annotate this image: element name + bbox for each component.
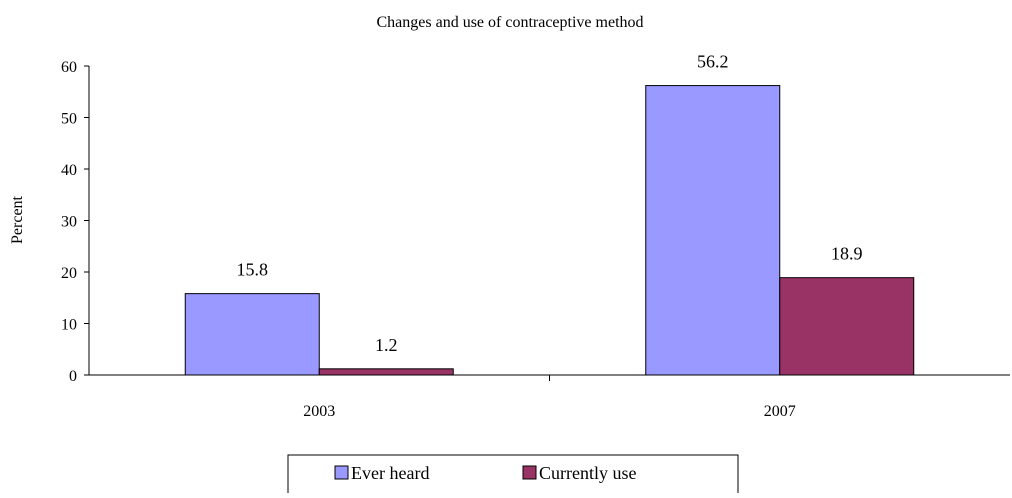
y-tick-label: 20 bbox=[61, 265, 77, 282]
x-tick-label: 2007 bbox=[764, 403, 796, 420]
chart-title: Changes and use of contraceptive method bbox=[376, 14, 643, 31]
y-tick-label: 0 bbox=[69, 368, 77, 385]
data-label: 18.9 bbox=[831, 244, 863, 264]
y-tick-label: 40 bbox=[61, 162, 77, 179]
legend: Ever heard Currently use bbox=[287, 454, 739, 495]
legend-label: Ever heard bbox=[351, 463, 429, 483]
bar-ever-heard-2003 bbox=[184, 293, 320, 376]
data-label: 56.2 bbox=[697, 52, 729, 72]
data-label: 15.8 bbox=[237, 260, 269, 280]
legend-swatch bbox=[522, 465, 537, 480]
y-tick-label: 30 bbox=[61, 214, 77, 231]
y-tick-label: 60 bbox=[61, 59, 77, 76]
y-tick-label: 50 bbox=[61, 111, 77, 128]
y-tick-label: 10 bbox=[61, 317, 77, 334]
data-label: 1.2 bbox=[375, 335, 398, 355]
x-tick-label: 2003 bbox=[303, 403, 335, 420]
legend-label: Currently use bbox=[539, 463, 636, 483]
plot-area: 0 10 20 30 40 50 60 15.8 1.2 2003 56.2 18.9 2007 bbox=[61, 52, 1010, 420]
bar-currently-use-2007 bbox=[779, 277, 915, 376]
legend-box bbox=[287, 454, 739, 495]
legend-swatch bbox=[334, 465, 349, 480]
y-axis-label: Percent bbox=[9, 195, 26, 244]
bar-ever-heard-2007 bbox=[645, 85, 781, 376]
bar-currently-use-2003 bbox=[318, 368, 454, 376]
